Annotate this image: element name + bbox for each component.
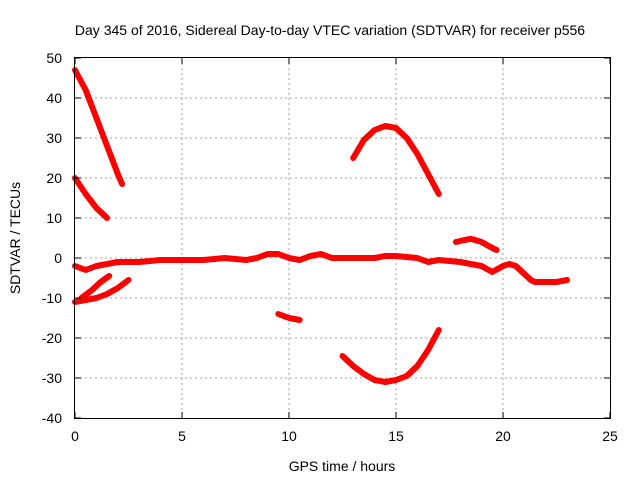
series-arc-dip [339, 327, 442, 385]
y-tick-label: 50 [46, 50, 62, 66]
series-arc-neg-upper [78, 273, 113, 301]
chart-title: Day 345 of 2016, Sidereal Day-to-day VTE… [75, 22, 585, 38]
tick-labels: 0 5 10 15 20 25 -40 -30 -20 -10 0 10 20 30 40 50 [42, 50, 618, 444]
y-tick-label: -10 [42, 290, 62, 306]
y-tick-label: -40 [42, 410, 62, 426]
series-layer [72, 67, 571, 385]
series-arc-main [72, 251, 571, 285]
gridlines [75, 58, 610, 418]
y-tick-label: 20 [46, 170, 62, 186]
y-tick-label: 0 [54, 250, 62, 266]
x-tick-label: 10 [281, 428, 297, 444]
plot-frame [74, 57, 611, 419]
y-tick-label: 10 [46, 210, 62, 226]
series-arc-right-bump [452, 235, 500, 253]
x-tick-label: 15 [388, 428, 404, 444]
series-arc-neg-lower [72, 277, 132, 305]
y-axis-label: SDTVAR / TECUs [7, 182, 23, 294]
x-tick-label: 25 [602, 428, 618, 444]
x-axis-label: GPS time / hours [289, 458, 396, 474]
x-tick-label: 20 [495, 428, 511, 444]
y-tick-label: -30 [42, 370, 62, 386]
y-tick-label: 40 [46, 90, 62, 106]
series-arc-down-high [72, 67, 126, 187]
series-arc-short-neg [275, 311, 303, 323]
series-arc-down-mid [72, 175, 111, 221]
series-arc-hump [350, 123, 442, 197]
y-tick-label: 30 [46, 130, 62, 146]
x-tick-label: 5 [178, 428, 186, 444]
y-tick-label: -20 [42, 330, 62, 346]
x-tick-label: 0 [71, 428, 79, 444]
